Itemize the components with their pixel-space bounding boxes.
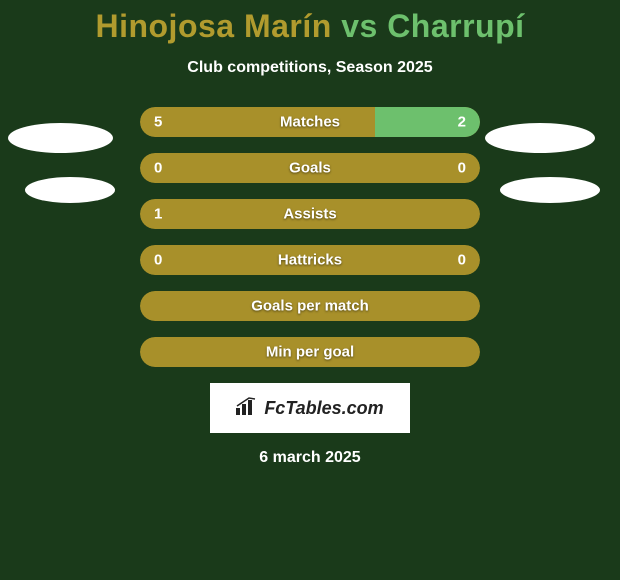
bar-val-left: 0 (154, 252, 162, 269)
bar-label: Hattricks (278, 252, 342, 269)
bar-row: Hattricks 0 0 (0, 245, 620, 275)
bar-val-right: 2 (458, 114, 466, 131)
bar-val-right: 0 (458, 160, 466, 177)
subtitle: Club competitions, Season 2025 (0, 59, 620, 77)
title-vs: vs (341, 8, 378, 44)
bar-val-left: 5 (154, 114, 162, 131)
decorative-oval (25, 177, 115, 203)
bar-wrap: Hattricks 0 0 (140, 245, 480, 275)
bar-wrap: Goals 0 0 (140, 153, 480, 183)
page-title: Hinojosa Marín vs Charrupí (0, 8, 620, 45)
decorative-oval (485, 123, 595, 153)
bar-wrap: Matches 5 2 (140, 107, 480, 137)
bar-val-left: 0 (154, 160, 162, 177)
bar-wrap: Goals per match (140, 291, 480, 321)
title-right: Charrupí (387, 8, 524, 44)
bar-val-left: 1 (154, 206, 162, 223)
bar-row: Min per goal (0, 337, 620, 367)
title-left: Hinojosa Marín (95, 8, 331, 44)
bar-label: Goals (289, 160, 331, 177)
bar-label: Goals per match (251, 298, 369, 315)
bar-row: Goals per match (0, 291, 620, 321)
bar-wrap: Min per goal (140, 337, 480, 367)
decorative-oval (500, 177, 600, 203)
bar-label: Min per goal (266, 344, 354, 361)
bar-val-right: 0 (458, 252, 466, 269)
chart-icon (236, 397, 258, 420)
branding-box: FcTables.com (210, 383, 410, 433)
bar-label: Assists (283, 206, 336, 223)
bar-label: Matches (280, 114, 340, 131)
decorative-oval (8, 123, 113, 153)
branding-text: FcTables.com (264, 398, 383, 419)
main-container: Hinojosa Marín vs Charrupí Club competit… (0, 0, 620, 467)
bar-wrap: Assists 1 (140, 199, 480, 229)
date-text: 6 march 2025 (0, 449, 620, 467)
bar-row: Assists 1 (0, 199, 620, 229)
